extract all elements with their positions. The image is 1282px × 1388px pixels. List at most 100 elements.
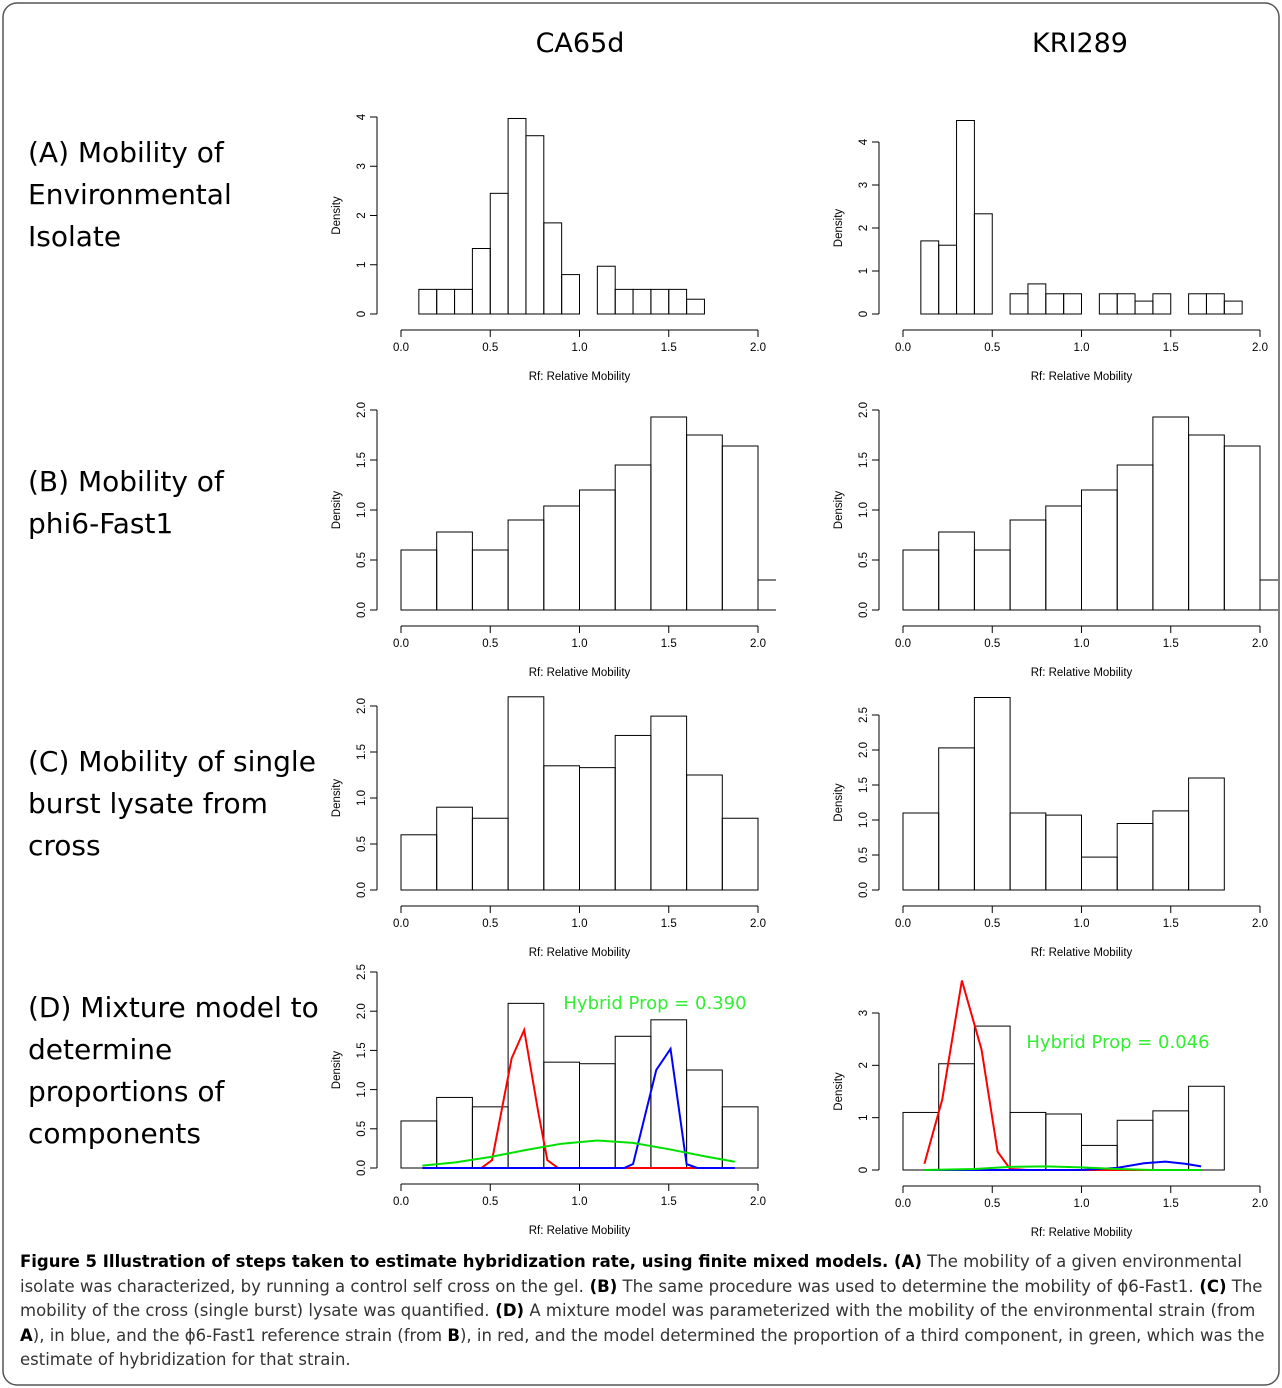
panel: 0.0 0.5 1.0 1.5 2.0 Rf: Relative Mobility 0.0 0…: [833, 402, 1278, 679]
y-tick-label: 4: [858, 138, 870, 145]
bar: [579, 767, 616, 891]
bar: [721, 445, 759, 611]
x-axis-label: Rf: Relative Mobility: [529, 1225, 631, 1237]
bar: [1152, 293, 1172, 315]
caption-run: A mixture model was parameterized with t…: [524, 1301, 1256, 1320]
bar: [436, 288, 456, 315]
bar: [400, 549, 438, 611]
bar: [938, 531, 975, 611]
y-tick-label: 1.5: [356, 744, 368, 760]
caption-run: A: [20, 1325, 33, 1345]
bar: [525, 135, 545, 315]
density-line: [924, 1165, 1202, 1171]
plot-area: [418, 117, 705, 315]
y-tick-label: 1.0: [858, 812, 870, 828]
bar: [938, 1063, 975, 1171]
caption-run: The mobility of the cross (single burst)…: [20, 1276, 1263, 1321]
bar: [1116, 293, 1136, 315]
y-axis-label: Density: [331, 196, 343, 235]
bar: [1063, 293, 1083, 315]
bar: [1081, 489, 1118, 611]
y-tick-label: 2.0: [356, 1003, 368, 1019]
y-axis-label: Density: [331, 779, 343, 818]
bar: [596, 265, 616, 315]
x-axis-label: Rf: Relative Mobility: [529, 947, 631, 959]
x-tick-label: 0.5: [482, 638, 498, 650]
x-axis-label: Rf: Relative Mobility: [1031, 947, 1133, 959]
y-tick-label: 0: [356, 311, 368, 317]
bar: [1188, 777, 1225, 891]
bar: [436, 531, 473, 611]
bar: [579, 1063, 616, 1169]
x-tick-label: 0.0: [393, 1196, 409, 1208]
bar: [686, 434, 723, 611]
y-axis-label: Density: [833, 783, 845, 822]
x-axis-label: Rf: Relative Mobility: [529, 667, 631, 679]
panel: 0.0 0.5 1.0 1.5 2.0 Rf: Relative Mobility 0 1 2 3…: [833, 120, 1268, 383]
caption-run: (C): [1193, 1276, 1227, 1296]
x-tick-label: 1.5: [1163, 342, 1179, 354]
panel: 0.0 0.5 1.0 1.5 2.0 Rf: Relative Mobility 0.0 0…: [331, 696, 766, 959]
bar: [543, 222, 563, 315]
caption-run: ), in blue, and the ϕ6-Fast1 reference s…: [32, 1325, 448, 1345]
x-tick-label: 0.5: [984, 918, 1000, 930]
x-tick-label: 2.0: [1252, 638, 1268, 650]
bar: [1188, 293, 1207, 315]
y-tick-label: 0.0: [356, 1160, 368, 1176]
y-tick-label: 0.0: [356, 602, 368, 618]
y-tick-label: 1: [858, 1114, 870, 1120]
y-tick-label: 0.0: [858, 882, 870, 898]
bar: [471, 817, 509, 891]
y-tick-label: 2.0: [858, 402, 870, 418]
x-tick-label: 2.0: [1252, 918, 1268, 930]
y-tick-label: 1.0: [356, 1082, 368, 1098]
x-tick-label: 0.0: [895, 342, 911, 354]
x-tick-label: 0.5: [984, 638, 1000, 650]
bar: [614, 288, 634, 315]
panel: 0.0 0.5 1.0 1.5 2.0 Rf: Relative Mobility 0.0 0…: [331, 402, 776, 679]
y-axis-label: Density: [833, 209, 845, 248]
y-tick-label: 2: [858, 225, 870, 231]
plot-area: [902, 416, 1278, 611]
x-tick-label: 2.0: [750, 638, 766, 650]
x-tick-label: 2.0: [1252, 1198, 1268, 1210]
y-tick-label: 2.0: [356, 698, 368, 714]
caption-run: ), in red, and the model determined the …: [20, 1325, 1265, 1370]
bar: [1045, 1113, 1083, 1171]
y-tick-label: 2.5: [356, 964, 368, 980]
x-tick-label: 0.5: [482, 918, 498, 930]
x-tick-label: 0.0: [895, 638, 911, 650]
bar: [489, 192, 509, 315]
y-tick-label: 1.5: [356, 452, 368, 468]
bar: [507, 696, 545, 891]
density-line: [422, 1026, 735, 1169]
x-tick-label: 0.5: [984, 1198, 1000, 1210]
bar: [721, 817, 759, 891]
y-tick-label: 1.5: [858, 777, 870, 793]
bar: [1116, 823, 1154, 891]
x-tick-label: 1.5: [661, 918, 677, 930]
bar: [920, 240, 940, 315]
bar: [436, 1096, 473, 1169]
annotation: Hybrid Prop = 0.390: [563, 993, 746, 1014]
y-tick-label: 3: [858, 182, 870, 188]
x-tick-label: 2.0: [1252, 342, 1268, 354]
bar: [1116, 464, 1154, 611]
y-tick-label: 2: [356, 212, 368, 218]
bar: [400, 1120, 438, 1169]
y-tick-label: 0.5: [356, 1121, 368, 1137]
bar: [507, 117, 527, 315]
plot-area: [902, 980, 1225, 1171]
x-tick-label: 0.0: [393, 638, 409, 650]
y-tick-label: 0: [858, 1167, 870, 1173]
panel: 0.0 0.5 1.0 1.5 2.0 Rf: Relative Mobility 0 1 2 3…: [331, 113, 766, 383]
y-tick-label: 3: [356, 163, 368, 169]
x-tick-label: 2.0: [750, 342, 766, 354]
y-tick-label: 2: [858, 1062, 870, 1068]
bar: [436, 806, 473, 891]
caption-run: (B): [583, 1276, 618, 1296]
y-tick-label: 0.5: [858, 552, 870, 568]
plot-area: [400, 1002, 759, 1169]
bar: [686, 774, 723, 891]
bar: [1188, 1085, 1225, 1171]
